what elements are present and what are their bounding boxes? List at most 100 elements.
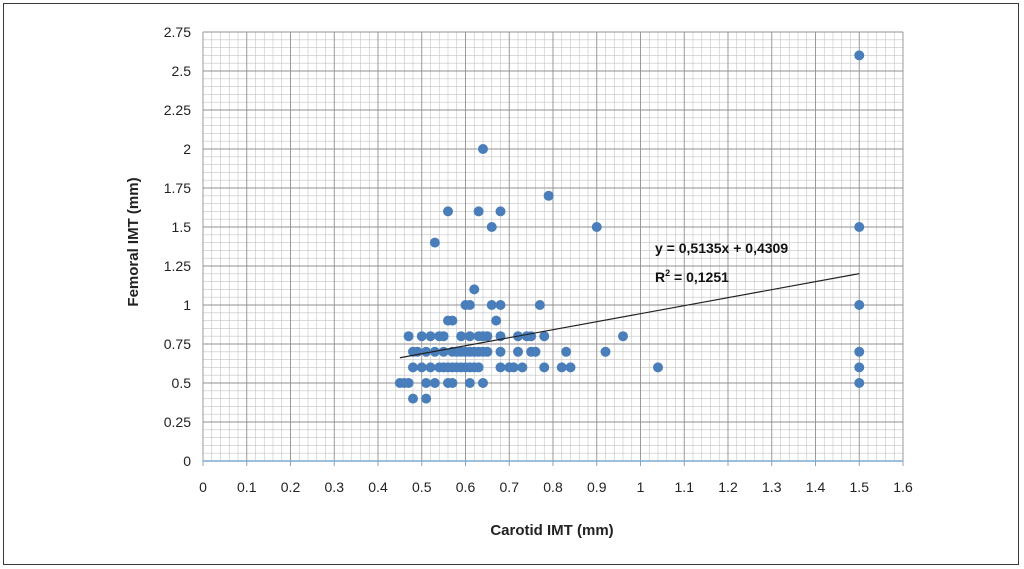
data-point [534,300,545,310]
y-tick-label: 2.25 [164,102,191,118]
data-point [421,346,432,357]
data-point [421,378,432,388]
data-point [421,393,432,404]
x-tick-label: 0.9 [587,479,607,495]
data-point [447,378,458,388]
x-tick-label: 0 [199,479,207,495]
data-point [469,284,480,295]
data-point [416,331,427,342]
major-gridlines [202,31,904,461]
data-point [556,362,567,373]
data-point [438,331,449,342]
data-point [482,331,493,342]
data-point [429,237,440,248]
data-point [438,346,449,357]
data-point [464,378,475,388]
y-tick-label: 2 [183,141,191,157]
x-axis-title: Carotid IMT (mm) [490,522,613,539]
figure-frame [3,3,1019,565]
x-tick-label: 1.6 [893,479,913,495]
data-points [394,50,865,404]
data-point [517,362,528,373]
data-point [561,346,572,357]
data-point [473,206,484,217]
data-point [618,331,628,342]
x-tick-label: 0.6 [456,479,476,495]
data-point [539,331,550,342]
data-point [425,362,436,373]
x-tick-label: 0.3 [325,479,345,495]
data-point [408,362,418,373]
x-tick-label: 1.4 [806,479,826,495]
x-tick-label: 0.7 [500,479,520,495]
data-point [403,331,414,342]
data-point [854,300,865,310]
data-point [513,346,523,357]
data-point [473,362,484,373]
y-tick-label: 1.25 [164,258,191,274]
y-tick-label: 1 [183,297,191,313]
data-point [495,346,506,357]
y-tick-label: 0 [183,453,191,469]
data-point [854,222,865,232]
x-tick-label: 0.5 [412,479,432,495]
data-point [425,331,436,342]
r-squared-label: R2 = 0,1251 [655,268,729,285]
r-squared-superscript: 2 [665,268,670,278]
data-point [653,362,663,373]
x-tick-labels: 0 0.1 0.2 0.3 0.4 0.5 0.6 0.7 0.8 0.9 1 1.1 1.2 1.3 1.… [199,461,913,495]
data-point [543,190,554,201]
data-point [495,362,506,373]
y-tick-label: 0.75 [164,336,191,352]
x-tick-label: 1.1 [675,479,695,495]
x-tick-label: 1.3 [762,479,782,495]
data-point [495,300,506,310]
data-point [416,362,427,373]
y-tick-label: 2.75 [164,24,191,40]
y-tick-label: 1.5 [172,219,192,235]
trendline-equation: y = 0,5135x + 0,4309 [655,240,788,256]
data-point [408,393,418,404]
data-point [486,222,497,232]
data-point [447,315,458,326]
data-point [854,50,865,61]
data-point [443,206,453,217]
data-point [429,378,440,388]
data-point [600,346,611,357]
y-tick-label: 1.75 [164,180,191,196]
data-point [403,378,414,388]
x-tick-label: 1 [637,479,645,495]
data-point [491,315,502,326]
y-tick-labels: 0 0.25 0.5 0.75 1 1.25 1.5 1.75 2 2.25 2.5 2.75 [164,24,191,469]
x-tick-label: 1.2 [718,479,738,495]
y-tick-label: 0.25 [164,414,191,430]
r-squared-value: = 0,1251 [670,269,729,285]
x-tick-label: 0.8 [543,479,563,495]
data-point [854,362,865,373]
data-point [478,144,488,154]
x-tick-label: 0.4 [368,479,388,495]
data-point [508,362,519,373]
data-point [854,346,865,357]
y-tick-label: 2.5 [172,63,192,79]
data-point [486,300,497,310]
data-point [456,331,467,342]
x-tick-label: 0.1 [237,479,257,495]
data-point [591,222,602,232]
data-point [495,206,506,217]
r-squared-prefix: R [655,269,665,285]
data-point [565,362,576,373]
x-tick-label: 1.5 [850,479,870,495]
data-point [854,378,865,388]
y-tick-label: 0.5 [172,375,192,391]
data-point [539,362,550,373]
data-point [530,346,541,357]
data-point [464,331,475,342]
trendline [399,273,860,359]
x-tick-label: 0.2 [281,479,301,495]
data-point [464,300,475,310]
data-point [478,378,488,388]
y-axis-title: Femoral IMT (mm) [125,177,142,306]
data-point [482,346,493,357]
